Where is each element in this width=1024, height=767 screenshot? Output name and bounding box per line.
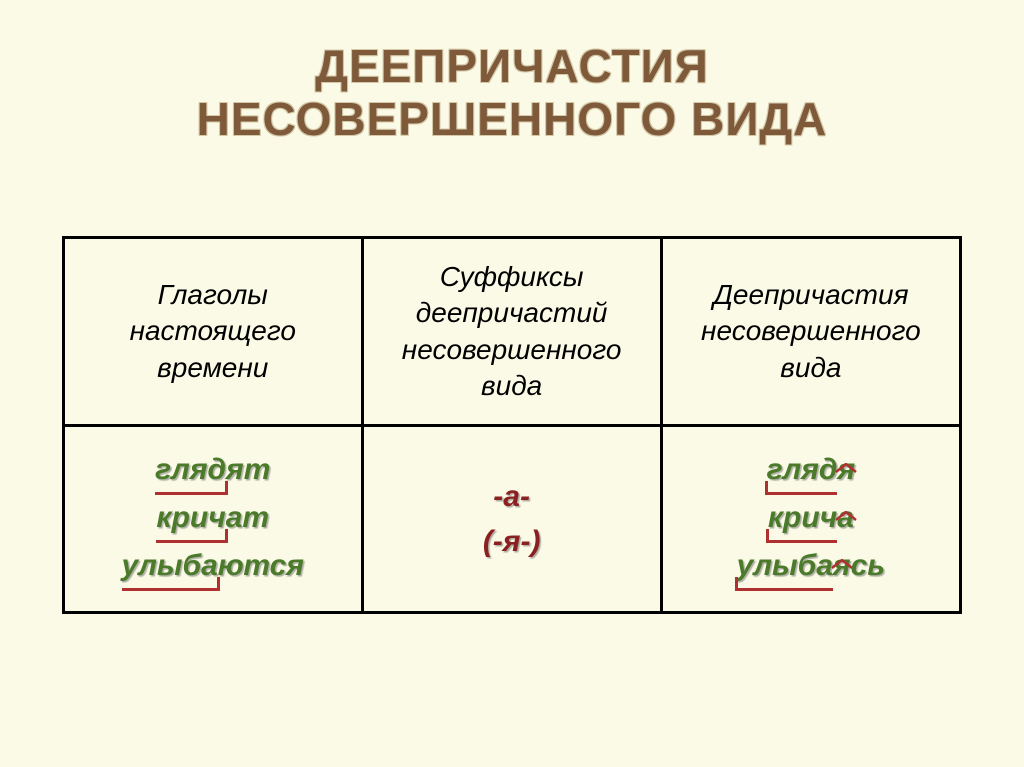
- bracket: [735, 577, 738, 591]
- header-text: вида: [780, 352, 841, 383]
- data-col1: глядят кричат улыбаются: [64, 426, 363, 613]
- word-stem: гляд: [767, 447, 838, 495]
- word-suffix: я: [833, 543, 851, 588]
- header-row: Глаголы настоящего времени Суффиксы дееп…: [64, 237, 961, 426]
- word-ending: ят: [226, 447, 270, 492]
- header-text: Глаголы: [158, 279, 268, 310]
- word-suffix: я: [837, 447, 855, 492]
- title-line-1: ДЕЕПРИЧАСТИЯ: [315, 40, 709, 92]
- word-suffix: а: [837, 495, 854, 540]
- word-stem: крич: [768, 495, 837, 543]
- word-ending: ются: [218, 543, 304, 588]
- word-stem: крич: [156, 495, 225, 543]
- bracket: [766, 529, 769, 543]
- bracket: [765, 481, 768, 495]
- suffix-a: -а-: [493, 474, 530, 519]
- slide-title: ДЕЕПРИЧАСТИЯ НЕСОВЕРШЕННОГО ВИДА: [197, 40, 828, 146]
- header-text: несовершенного: [402, 334, 622, 365]
- header-text: несовершенного: [701, 315, 921, 346]
- word-ending: ат: [226, 495, 269, 540]
- header-text: времени: [157, 352, 268, 383]
- word-ulybayas: улыбаясь: [737, 543, 885, 591]
- word-stem: гляд: [155, 447, 226, 495]
- header-text: настоящего: [130, 315, 296, 346]
- header-text: вида: [481, 370, 542, 401]
- word-ulybayutsya: улыбаются: [122, 543, 304, 591]
- header-col2: Суффиксы деепричастий несовершенного вид…: [362, 237, 661, 426]
- header-text: Суффиксы: [440, 261, 584, 292]
- word-kricha: крича: [768, 495, 854, 543]
- grammar-table: Глаголы настоящего времени Суффиксы дееп…: [62, 236, 962, 615]
- word-stem: улыба: [122, 543, 218, 591]
- header-col1: Глаголы настоящего времени: [64, 237, 363, 426]
- suffix-hat-icon: [835, 441, 857, 451]
- word-ending: сь: [851, 543, 886, 588]
- suffix-ya: (-я-): [483, 519, 541, 564]
- header-text: Деепричастия: [713, 279, 908, 310]
- data-row: глядят кричат улыбаются -а- (-я-) глядя …: [64, 426, 961, 613]
- word-glyadyat: глядят: [155, 447, 270, 495]
- header-text: деепричастий: [416, 297, 608, 328]
- header-col3: Деепричастия несовершенного вида: [661, 237, 960, 426]
- data-col3: глядя крича улыбаясь: [661, 426, 960, 613]
- data-col2: -а- (-я-): [362, 426, 661, 613]
- word-glyadya: глядя: [767, 447, 856, 495]
- title-line-2: НЕСОВЕРШЕННОГО ВИДА: [197, 93, 828, 145]
- word-krichat: кричат: [156, 495, 269, 543]
- word-stem: улыба: [737, 543, 833, 591]
